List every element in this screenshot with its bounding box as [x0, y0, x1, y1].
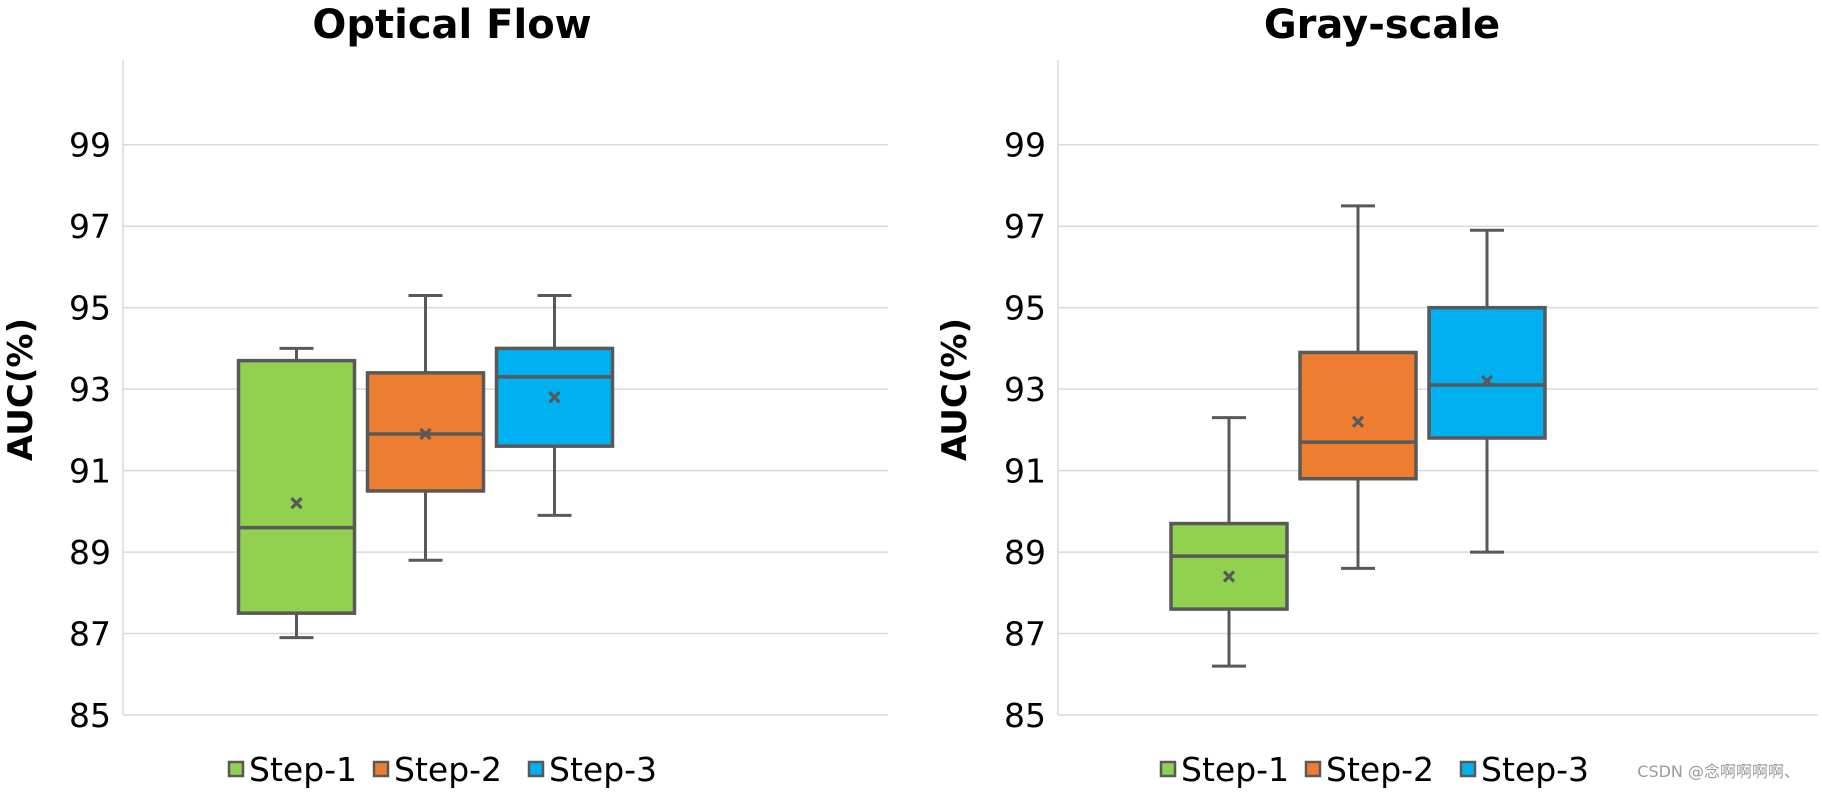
legend-swatch: [227, 760, 245, 778]
y-tick-label: 85: [69, 696, 111, 735]
y-tick-label: 93: [69, 370, 111, 409]
legend-label: Step-2: [394, 750, 502, 789]
legend-swatch: [1159, 760, 1177, 778]
y-tick-label: 95: [1004, 289, 1046, 328]
mean-marker: [1351, 415, 1365, 428]
chart-1: Optical Flow 85 87 89 91 93 95 97 99 AUC(%) Step-1…: [1, 2, 888, 789]
legend-label: Step-1: [1181, 750, 1289, 789]
y-tick-label: 93: [1004, 370, 1046, 409]
chart-title: Gray-scale: [1264, 2, 1500, 48]
chart-title: Optical Flow: [312, 2, 591, 48]
legend-swatch: [1304, 760, 1322, 778]
y-axis-label: AUC(%): [1, 318, 41, 461]
y-axis-label: AUC(%): [935, 318, 975, 461]
legend-swatch: [372, 760, 390, 778]
y-tick-label: 97: [69, 207, 111, 246]
y-tick-label: 99: [69, 126, 111, 165]
mean-marker: [419, 427, 432, 441]
y-tick-label: 97: [1004, 207, 1046, 246]
iqr-box: [1298, 350, 1418, 481]
mean-marker: [548, 391, 561, 404]
y-tick-label: 85: [1004, 696, 1046, 735]
legend: Step-1 Step-2 Step-3: [227, 750, 657, 789]
y-tick-label: 87: [69, 615, 111, 654]
y-tick-label: 89: [69, 533, 111, 572]
box-step-1: [236, 346, 357, 640]
box-step-3: [494, 293, 615, 517]
y-tick-label: 95: [69, 289, 111, 328]
legend-label: Step-2: [1326, 750, 1434, 789]
y-tick-label: 99: [1004, 126, 1046, 165]
y-tick-label: 91: [1004, 452, 1046, 491]
legend: Step-1 Step-2 Step-3: [1159, 750, 1589, 789]
box-step-3: [1427, 228, 1547, 554]
legend-label: Step-3: [549, 750, 657, 789]
y-tick-label: 89: [1004, 533, 1046, 572]
legend-label: Step-3: [1481, 750, 1589, 789]
legend-swatch: [527, 760, 545, 778]
box-step-1: [1169, 416, 1289, 668]
iqr-box: [1427, 305, 1547, 440]
legend-label: Step-1: [249, 750, 357, 789]
iqr-box: [1169, 521, 1289, 611]
mean-marker: [1222, 570, 1236, 583]
y-tick-label: 87: [1004, 615, 1046, 654]
box-step-2: [365, 293, 486, 562]
mean-marker: [1480, 374, 1494, 388]
legend-swatch: [1459, 760, 1477, 778]
mean-marker: [290, 497, 303, 510]
watermark: CSDN @念啊啊啊啊、: [1637, 762, 1800, 781]
box-step-2: [1298, 204, 1418, 570]
iqr-box: [236, 358, 357, 615]
y-tick-label: 91: [69, 452, 111, 491]
